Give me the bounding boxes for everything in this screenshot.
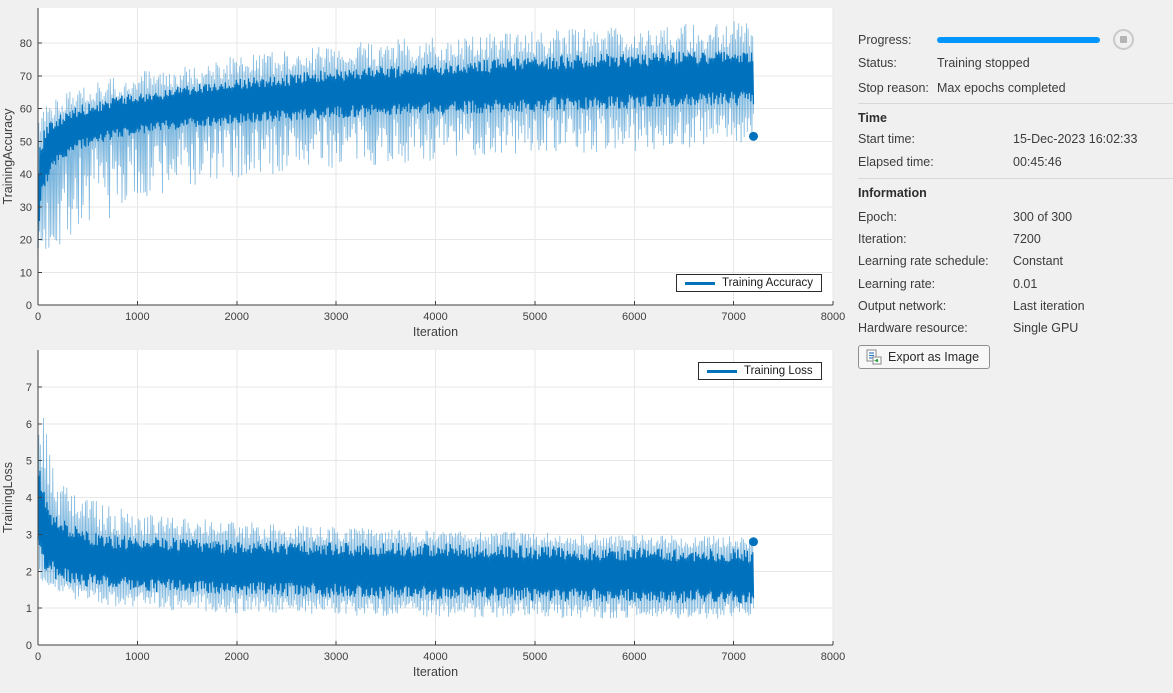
training-accuracy-legend: Training Accuracy bbox=[676, 274, 822, 292]
svg-text:10: 10 bbox=[20, 267, 32, 279]
start-time-label: Start time: bbox=[858, 132, 915, 146]
svg-text:8000: 8000 bbox=[821, 311, 845, 323]
svg-text:3: 3 bbox=[26, 529, 32, 541]
stop-reason-row: Stop reason: Max epochs completed bbox=[858, 81, 1171, 95]
progress-label: Progress: bbox=[858, 33, 912, 47]
svg-text:2000: 2000 bbox=[225, 311, 249, 323]
output-network-value: Last iteration bbox=[1013, 299, 1085, 313]
time-section-header: Time bbox=[858, 111, 887, 125]
training-info-panel: Progress: Status: Training stopped Stop … bbox=[850, 0, 1173, 693]
training-accuracy-plot: 0 1000 2000 3000 4000 5000 6000 7000 8000 0 10 20 30… bbox=[1, 8, 845, 339]
status-row: Status: Training stopped bbox=[858, 56, 1171, 70]
progress-bar bbox=[937, 37, 1100, 43]
training-accuracy-chart: 0 1000 2000 3000 4000 5000 6000 7000 8000 0 10 20 30… bbox=[0, 0, 848, 342]
export-image-icon bbox=[866, 349, 882, 365]
epoch-value: 300 of 300 bbox=[1013, 210, 1073, 224]
svg-text:3000: 3000 bbox=[324, 651, 348, 663]
svg-text:5000: 5000 bbox=[523, 311, 547, 323]
svg-text:4: 4 bbox=[26, 493, 32, 505]
svg-text:2000: 2000 bbox=[225, 651, 249, 663]
learning-rate-schedule-row: Learning rate schedule: Constant bbox=[858, 254, 1171, 268]
learning-rate-schedule-label: Learning rate schedule: bbox=[858, 254, 989, 268]
svg-text:40: 40 bbox=[20, 169, 32, 181]
svg-text:6: 6 bbox=[26, 419, 32, 431]
svg-text:0: 0 bbox=[35, 311, 41, 323]
status-value: Training stopped bbox=[937, 56, 1030, 70]
progress-row: Progress: bbox=[858, 31, 1171, 49]
svg-text:4000: 4000 bbox=[423, 651, 447, 663]
svg-text:70: 70 bbox=[20, 71, 32, 83]
svg-text:5000: 5000 bbox=[523, 651, 547, 663]
section-divider bbox=[858, 178, 1173, 179]
svg-text:Iteration: Iteration bbox=[413, 325, 458, 339]
svg-text:2: 2 bbox=[26, 566, 32, 578]
svg-text:4000: 4000 bbox=[423, 311, 447, 323]
legend-line-sample bbox=[685, 281, 715, 285]
epoch-label: Epoch: bbox=[858, 210, 897, 224]
svg-text:1000: 1000 bbox=[125, 651, 149, 663]
svg-text:50: 50 bbox=[20, 136, 32, 148]
information-section-header: Information bbox=[858, 186, 927, 200]
training-loss-plot: 0 1000 2000 3000 4000 5000 6000 7000 8000 0 1 2 3 4 5 6… bbox=[1, 350, 845, 679]
hardware-resource-label: Hardware resource: bbox=[858, 321, 968, 335]
stop-reason-value: Max epochs completed bbox=[937, 81, 1066, 95]
export-button-label: Export as Image bbox=[888, 350, 980, 364]
output-network-label: Output network: bbox=[858, 299, 947, 313]
hardware-resource-row: Hardware resource: Single GPU bbox=[858, 321, 1171, 335]
status-label: Status: bbox=[858, 56, 897, 70]
iteration-value: 7200 bbox=[1013, 232, 1041, 246]
svg-text:5: 5 bbox=[26, 456, 32, 468]
svg-text:30: 30 bbox=[20, 202, 32, 214]
training-loss-legend: Training Loss bbox=[698, 362, 822, 380]
legend-line-sample bbox=[707, 369, 737, 373]
start-time-row: Start time: 15-Dec-2023 16:02:33 bbox=[858, 132, 1171, 146]
hardware-resource-value: Single GPU bbox=[1013, 321, 1079, 335]
svg-text:1000: 1000 bbox=[125, 311, 149, 323]
elapsed-time-label: Elapsed time: bbox=[858, 155, 934, 169]
elapsed-time-value: 00:45:46 bbox=[1013, 155, 1062, 169]
legend-label: Training Loss bbox=[744, 365, 813, 377]
svg-text:3000: 3000 bbox=[324, 311, 348, 323]
start-time-value: 15-Dec-2023 16:02:33 bbox=[1013, 132, 1138, 146]
stop-reason-label: Stop reason: bbox=[858, 81, 929, 95]
svg-text:0: 0 bbox=[26, 300, 32, 312]
elapsed-time-row: Elapsed time: 00:45:46 bbox=[858, 155, 1171, 169]
output-network-row: Output network: Last iteration bbox=[858, 299, 1171, 313]
svg-text:6000: 6000 bbox=[622, 651, 646, 663]
stop-button[interactable] bbox=[1113, 29, 1134, 50]
svg-text:60: 60 bbox=[20, 104, 32, 116]
section-divider bbox=[858, 103, 1173, 104]
svg-text:0: 0 bbox=[26, 640, 32, 652]
learning-rate-label: Learning rate: bbox=[858, 277, 936, 291]
training-loss-chart: 0 1000 2000 3000 4000 5000 6000 7000 8000 0 1 2 3 4 5 6… bbox=[0, 342, 848, 693]
stop-icon bbox=[1120, 36, 1127, 43]
iteration-row: Iteration: 7200 bbox=[858, 232, 1171, 246]
svg-text:0: 0 bbox=[35, 651, 41, 663]
learning-rate-value: 0.01 bbox=[1013, 277, 1038, 291]
svg-text:TrainingAccuracy: TrainingAccuracy bbox=[1, 108, 15, 205]
svg-text:8000: 8000 bbox=[821, 651, 845, 663]
svg-text:Iteration: Iteration bbox=[413, 665, 458, 679]
progress-fill bbox=[937, 37, 1100, 43]
export-as-image-button[interactable]: Export as Image bbox=[858, 345, 991, 369]
epoch-row: Epoch: 300 of 300 bbox=[858, 210, 1171, 224]
svg-text:7: 7 bbox=[26, 382, 32, 394]
svg-text:6000: 6000 bbox=[622, 311, 646, 323]
legend-label: Training Accuracy bbox=[722, 277, 813, 289]
svg-text:7000: 7000 bbox=[721, 651, 745, 663]
learning-rate-schedule-value: Constant bbox=[1013, 254, 1064, 268]
svg-text:80: 80 bbox=[20, 38, 32, 50]
svg-text:20: 20 bbox=[20, 235, 32, 247]
svg-text:1: 1 bbox=[26, 603, 32, 615]
learning-rate-row: Learning rate: 0.01 bbox=[858, 277, 1171, 291]
svg-text:7000: 7000 bbox=[721, 311, 745, 323]
iteration-label: Iteration: bbox=[858, 232, 907, 246]
svg-text:TrainingLoss: TrainingLoss bbox=[1, 462, 15, 533]
